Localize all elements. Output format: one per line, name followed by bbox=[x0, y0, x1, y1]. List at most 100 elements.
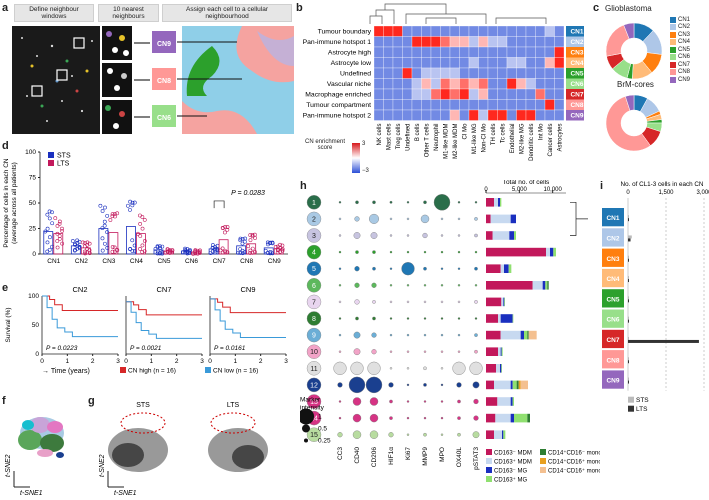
heatmap-cell bbox=[525, 57, 536, 69]
i-cn-label: CN5 bbox=[606, 296, 619, 303]
d-bar bbox=[43, 231, 54, 255]
heatmap-cell bbox=[478, 67, 489, 79]
i-bar-lts bbox=[628, 238, 631, 242]
heatmap-cell bbox=[449, 46, 460, 58]
h-marker-dot bbox=[389, 416, 393, 420]
d-point bbox=[100, 236, 105, 241]
d-point bbox=[110, 249, 115, 254]
h-marker-dot bbox=[371, 349, 377, 355]
h-cluster-label: 8 bbox=[312, 316, 316, 323]
legend-swatch bbox=[670, 76, 676, 83]
h-bar-segment bbox=[508, 264, 512, 273]
g-tsne2-label: t-SNE2 bbox=[99, 454, 106, 477]
h-marker-dot bbox=[369, 397, 379, 406]
h-marker-dot bbox=[338, 350, 342, 353]
heatmap-col-label: TH cells bbox=[491, 124, 497, 146]
cn-enrichment-colorbar bbox=[352, 143, 360, 173]
h-marker-dot bbox=[440, 416, 444, 420]
d-point bbox=[110, 245, 115, 249]
h-bar-segment bbox=[546, 247, 550, 257]
h-size-legend-dot bbox=[300, 408, 314, 425]
h-marker-dot bbox=[352, 397, 362, 406]
h-marker-dot bbox=[457, 250, 461, 254]
h-bar-segment bbox=[494, 198, 498, 207]
h-marker-dot bbox=[440, 217, 444, 221]
heatmap-cell bbox=[373, 67, 384, 79]
heatmap-cn-chip-label: CN1 bbox=[570, 29, 583, 36]
h-legend-swatch bbox=[486, 449, 492, 455]
h-marker-dot bbox=[389, 250, 393, 254]
heatmap-row-label: Tumour compartment bbox=[306, 102, 371, 109]
h-marker-dot bbox=[352, 430, 362, 439]
h-cluster-label: 3 bbox=[312, 233, 316, 240]
d-point bbox=[183, 246, 187, 251]
d-point bbox=[157, 251, 162, 256]
heatmap-cell bbox=[497, 46, 508, 58]
heatmap-cell bbox=[392, 78, 403, 90]
heatmap-col-label: Treg cells bbox=[396, 124, 402, 150]
d-point bbox=[253, 250, 257, 254]
heatmap-cell bbox=[554, 36, 565, 48]
i-bar-sts bbox=[628, 235, 632, 239]
heatmap-cell bbox=[497, 99, 508, 111]
heatmap-cell bbox=[468, 57, 479, 69]
d-point bbox=[43, 229, 48, 234]
h-size-legend-title: Marker bbox=[300, 397, 321, 404]
heatmap-col-label: B cells bbox=[415, 124, 421, 142]
h-marker-dot bbox=[423, 383, 427, 387]
h-marker-dot bbox=[423, 333, 427, 337]
d-point bbox=[60, 226, 64, 231]
donut-slice bbox=[605, 96, 651, 152]
d-point bbox=[85, 246, 90, 251]
heatmap-cell bbox=[468, 25, 479, 37]
i-cn-chip bbox=[602, 289, 624, 308]
heatmap-cell bbox=[430, 78, 441, 90]
i-cn-label: CN3 bbox=[606, 256, 619, 263]
h-legend-swatch bbox=[486, 458, 492, 464]
panel-b-heatmap: Tumour boundary Pan-immune hotspot 1 Astro… bbox=[303, 3, 584, 161]
d-point bbox=[138, 246, 142, 251]
h-marker-dot bbox=[389, 284, 393, 287]
donut-glioblastoma bbox=[605, 22, 663, 80]
heatmap-column-labels: NK cells Mast cells Treg cells Undefined B c… bbox=[377, 123, 564, 161]
d-point bbox=[115, 248, 119, 253]
heatmap-cell bbox=[554, 99, 565, 111]
h-marker-dot bbox=[353, 232, 361, 239]
h-marker-dot bbox=[423, 416, 427, 420]
h-size-legend-dot bbox=[304, 438, 308, 443]
heatmap-cell bbox=[468, 99, 479, 111]
i-bar-lts bbox=[628, 279, 629, 283]
e-xtick-label: 2 bbox=[175, 358, 179, 365]
h-marker-dot bbox=[338, 201, 342, 204]
heatmap-cn-chip-label: CN6 bbox=[570, 81, 583, 88]
d-bar bbox=[53, 233, 64, 255]
d-ytick-label: 100 bbox=[25, 149, 36, 156]
h-marker-dot bbox=[457, 300, 461, 304]
e-xtick-label: 1 bbox=[150, 358, 154, 365]
heatmap-col-label: Tc cells bbox=[500, 124, 506, 144]
h-marker-dot bbox=[406, 284, 410, 287]
h-bar-segment bbox=[500, 264, 504, 273]
heatmap-cell bbox=[554, 88, 565, 100]
h-cluster-label: 9 bbox=[312, 333, 316, 340]
d-point bbox=[246, 244, 251, 249]
h-legend-label: CD14⁻CD16⁺ mono bbox=[548, 468, 600, 475]
heatmap-row-label: Tumour boundary bbox=[318, 29, 372, 36]
i-legend-sts-swatch bbox=[628, 396, 634, 403]
heatmap-cell bbox=[497, 88, 508, 100]
e-xlabel: → Time (years) bbox=[42, 368, 90, 375]
d-point bbox=[80, 240, 85, 245]
h-marker-dot bbox=[338, 317, 342, 320]
d-point bbox=[47, 209, 52, 214]
e-ytick-label: 100 bbox=[28, 293, 39, 300]
panel-letter-f: f bbox=[2, 395, 6, 407]
heatmap-cell bbox=[421, 36, 432, 48]
d-point bbox=[47, 235, 52, 240]
d-point bbox=[77, 244, 82, 249]
d-point bbox=[102, 223, 107, 228]
panel-c-legend: CN1 CN2 CN3 CN4 CN5 CN6 CN7 CN8 CN9 bbox=[670, 16, 690, 84]
h-marker-dot bbox=[372, 300, 376, 304]
d-point bbox=[45, 240, 50, 245]
heatmap-cell bbox=[535, 88, 546, 100]
heatmap-col-label: Neutrophil bbox=[434, 124, 440, 151]
